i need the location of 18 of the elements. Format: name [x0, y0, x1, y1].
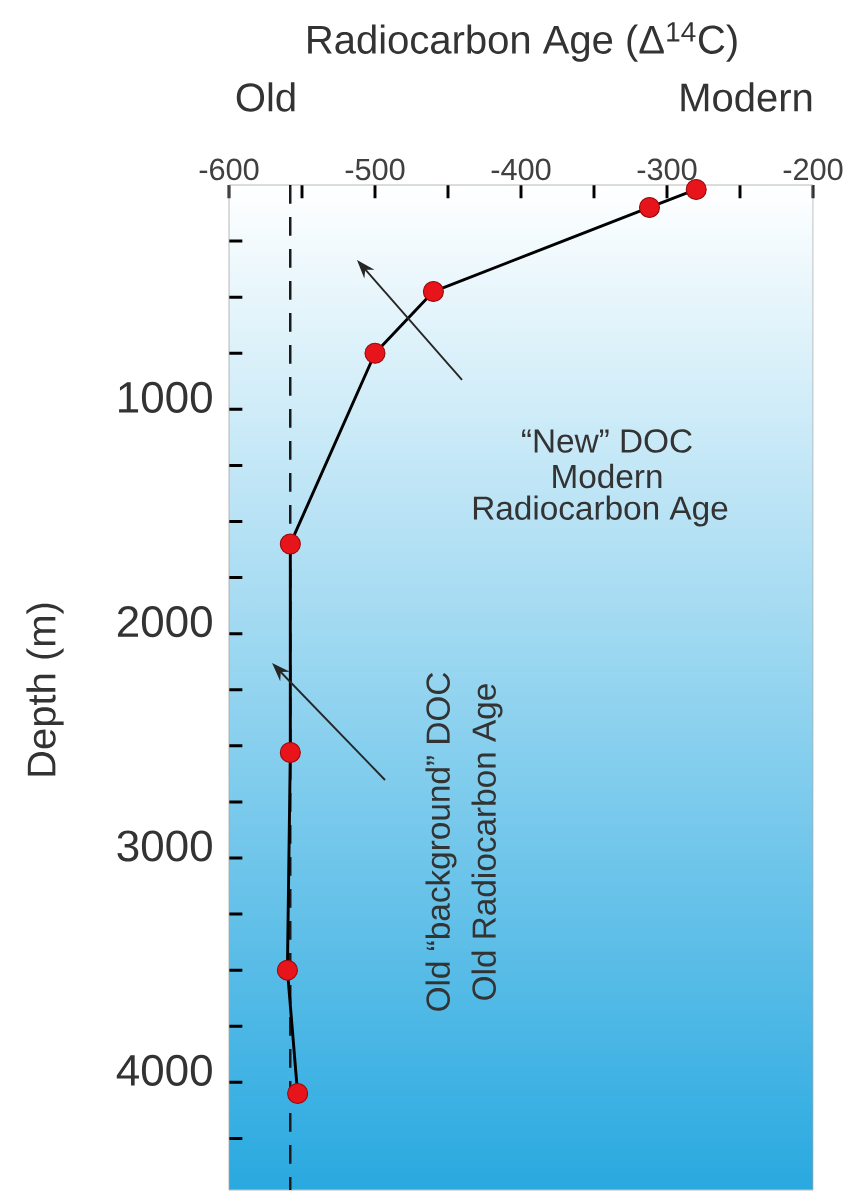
annotation: Modern [553, 463, 662, 489]
annotation: “New” DOC [522, 429, 692, 453]
x-tick-label: -400 [491, 158, 551, 181]
y-tick-label: 4000 [116, 1054, 212, 1086]
annotation: Old Radiocarbon Age [471, 684, 503, 1000]
y-tick-label: 3000 [117, 830, 212, 862]
x-tick-label: -200 [783, 158, 843, 181]
y-axis-title: Depth (m) [26, 603, 64, 776]
y-tick-label: 1000 [119, 381, 212, 413]
x-tick-label: -500 [345, 158, 405, 181]
y-tick-label: 2000 [117, 606, 212, 638]
x-tick-label: -600 [199, 158, 259, 181]
text: Modern [681, 82, 812, 112]
annotation: Radiocarbon Age [473, 495, 728, 527]
text: Old [236, 82, 295, 112]
x-axis-title: Radiocarbon Age (Δ$^{14}$C) [308, 22, 737, 62]
x-tick-label: -300 [637, 158, 697, 181]
annotation: Old “background” DOC [425, 672, 457, 1011]
